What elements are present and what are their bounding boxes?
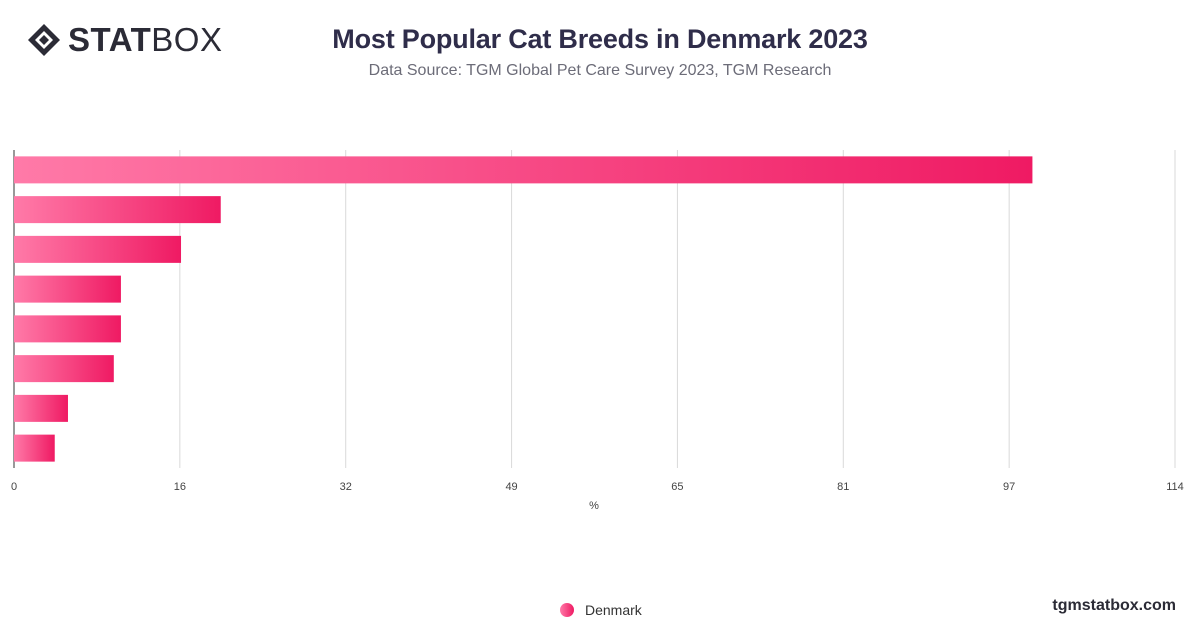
bar[interactable] (14, 156, 1033, 184)
bar[interactable] (14, 355, 114, 383)
logo-wordmark-bold: STAT (68, 21, 152, 58)
x-tick-label: 49 (505, 481, 517, 493)
bar[interactable] (14, 434, 55, 462)
x-axis-label: % (589, 500, 599, 512)
bar[interactable] (14, 275, 121, 303)
chart-subtitle: Data Source: TGM Global Pet Care Survey … (368, 62, 832, 79)
x-tick-label: 114 (1166, 481, 1184, 493)
statbox-logo[interactable]: STATBOX (26, 22, 222, 58)
x-tick-label: 16 (174, 481, 186, 493)
x-tick-label: 65 (671, 481, 683, 493)
statbox-diamond-icon (28, 24, 60, 56)
site-url[interactable]: tgmstatbox.com (1052, 597, 1176, 614)
legend[interactable]: Denmark (560, 602, 642, 618)
logo-wordmark-light: BOX (151, 21, 223, 58)
bar[interactable] (14, 315, 121, 343)
x-tick-label: 32 (340, 481, 352, 493)
logo-wordmark: STATBOX (68, 22, 222, 58)
x-tick-label: 97 (1003, 481, 1015, 493)
bar[interactable] (14, 394, 68, 422)
x-tick-label: 0 (11, 481, 17, 493)
legend-label: Denmark (585, 602, 642, 618)
x-tick-label: 81 (837, 481, 849, 493)
legend-marker (560, 603, 574, 617)
bar[interactable] (14, 235, 182, 263)
bar[interactable] (14, 196, 221, 224)
chart-title: Most Popular Cat Breeds in Denmark 2023 (332, 24, 868, 54)
